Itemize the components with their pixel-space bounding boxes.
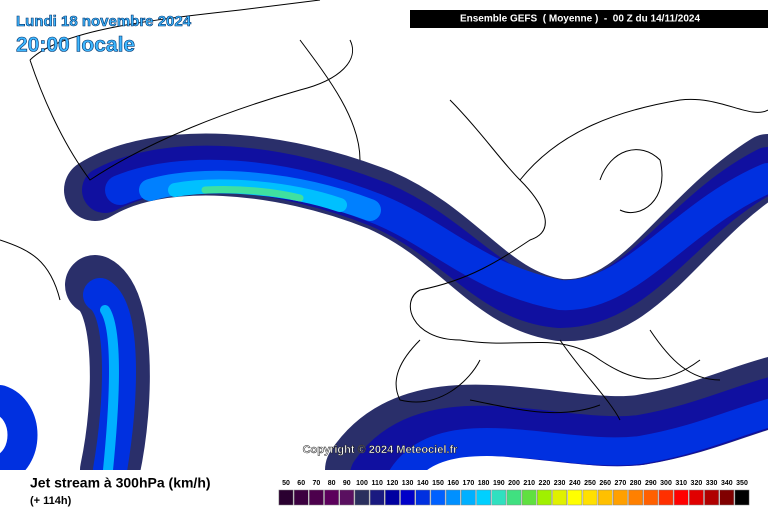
scale-label: 80 bbox=[328, 480, 336, 487]
scale-label: 300 bbox=[660, 480, 672, 487]
coastlines bbox=[0, 0, 768, 421]
date: Lundi 18 novembre 2024 bbox=[16, 13, 192, 30]
scale-label: 220 bbox=[539, 480, 551, 487]
lead-time: (+ 114h) bbox=[30, 495, 72, 507]
jet-south bbox=[325, 356, 768, 505]
scale-swatch bbox=[339, 489, 355, 506]
scale-label: 190 bbox=[493, 480, 505, 487]
scale-swatch bbox=[673, 489, 689, 506]
scale-swatch bbox=[385, 489, 400, 506]
scale-label: 70 bbox=[313, 480, 321, 487]
copyright: Copyright © 2024 Meteociel.fr bbox=[303, 444, 459, 456]
scale-swatch bbox=[552, 489, 567, 506]
scale-swatch bbox=[278, 489, 294, 506]
header-bar bbox=[410, 10, 768, 28]
scale-label: 120 bbox=[387, 480, 399, 487]
scale-label: 240 bbox=[569, 480, 581, 487]
scale-swatch bbox=[354, 489, 370, 506]
scale-label: 100 bbox=[356, 480, 368, 487]
scale-label: 140 bbox=[417, 480, 429, 487]
scale-swatch bbox=[293, 489, 309, 506]
scale-swatch bbox=[445, 489, 461, 506]
scale-label: 210 bbox=[523, 480, 535, 487]
scale-swatch bbox=[613, 489, 628, 506]
scale-swatch bbox=[309, 489, 324, 506]
scale-swatch bbox=[521, 489, 537, 506]
scale-swatch bbox=[734, 489, 750, 506]
scale-swatch bbox=[719, 489, 735, 506]
scale-label: 310 bbox=[675, 480, 687, 487]
scale-label: 200 bbox=[508, 480, 520, 487]
scale-swatch bbox=[537, 489, 552, 506]
scale-label: 90 bbox=[343, 480, 351, 487]
scale-swatch bbox=[491, 489, 507, 506]
time: 20:00 locale bbox=[16, 34, 135, 57]
scale-label: 270 bbox=[615, 480, 627, 487]
scale-label: 170 bbox=[463, 480, 475, 487]
jet-west bbox=[0, 255, 150, 500]
color-scale: 50 60 70 80 90 100 110 120 130 140 150 160 170 180 190… bbox=[278, 480, 750, 506]
scale-label: 340 bbox=[721, 480, 733, 487]
scale-label: 260 bbox=[599, 480, 611, 487]
scale-label: 150 bbox=[432, 480, 444, 487]
scale-swatch bbox=[369, 489, 385, 506]
scale-swatch bbox=[476, 489, 491, 506]
scale-swatch bbox=[643, 489, 659, 506]
scale-swatch bbox=[400, 489, 415, 506]
scale-swatch bbox=[461, 489, 476, 506]
scale-swatch bbox=[582, 489, 598, 506]
scale-swatch bbox=[597, 489, 613, 506]
scale-label: 60 bbox=[297, 480, 305, 487]
scale-label: 280 bbox=[630, 480, 642, 487]
scale-label: 180 bbox=[478, 480, 490, 487]
scale-label: 130 bbox=[402, 480, 414, 487]
scale-swatch bbox=[415, 489, 431, 506]
scale-swatch bbox=[689, 489, 704, 506]
scale-swatch bbox=[704, 489, 719, 506]
scale-label: 160 bbox=[447, 480, 459, 487]
scale-swatch bbox=[324, 489, 339, 506]
scale-label: 320 bbox=[691, 480, 703, 487]
scale-swatch bbox=[430, 489, 446, 506]
scale-label: 50 bbox=[282, 480, 290, 487]
scale-label: 330 bbox=[706, 480, 718, 487]
run-info: Ensemble GEFS ( Moyenne ) - 00 Z du 14/1… bbox=[460, 14, 701, 25]
scale-swatch bbox=[628, 489, 643, 506]
scale-label: 230 bbox=[554, 480, 566, 487]
scale-swatch bbox=[658, 489, 674, 506]
jet-main bbox=[64, 133, 768, 342]
scale-label: 350 bbox=[736, 480, 748, 487]
scale-label: 250 bbox=[584, 480, 596, 487]
scale-swatch bbox=[567, 489, 583, 506]
scale-label: 110 bbox=[372, 480, 383, 487]
scale-swatch bbox=[506, 489, 522, 506]
scale-label: 290 bbox=[645, 480, 657, 487]
footer-title: Jet stream à 300hPa (km/h) bbox=[30, 475, 211, 491]
